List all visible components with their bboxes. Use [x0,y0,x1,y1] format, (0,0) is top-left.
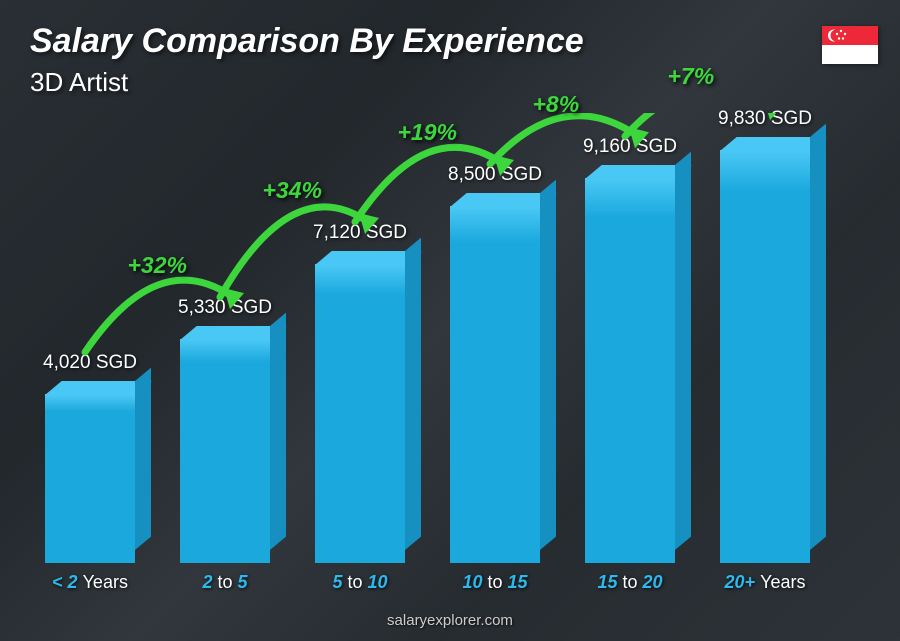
footer-attribution: salaryexplorer.com [0,612,900,629]
category-label: 15 to 20 [565,572,695,593]
header: Salary Comparison By Experience 3D Artis… [30,22,584,98]
bar [585,178,675,563]
bar [45,394,135,563]
bar [720,150,810,563]
value-label: 5,330 SGD [155,297,295,319]
category-label: 20+ Years [700,572,830,593]
value-label: 8,500 SGD [425,164,565,186]
percent-change-label: +32% [128,252,187,279]
bar [315,264,405,563]
bar [180,339,270,563]
bar [450,206,540,563]
percent-change-label: +19% [398,119,457,146]
value-label: 4,020 SGD [20,352,160,374]
percent-change-label: +8% [533,91,580,118]
category-label: < 2 Years [25,572,155,593]
value-label: 7,120 SGD [290,222,430,244]
value-label: 9,160 SGD [560,136,700,158]
category-label: 10 to 15 [430,572,560,593]
value-label: 9,830 SGD [695,108,835,130]
country-flag-icon [822,26,878,64]
percent-change-label: +34% [263,177,322,204]
bar-chart: 4,020 SGD< 2 Years5,330 SGD2 to 57,120 S… [30,113,850,593]
percent-change-label: +7% [668,63,715,90]
category-label: 2 to 5 [160,572,290,593]
chart-subtitle: 3D Artist [30,67,584,98]
chart-title: Salary Comparison By Experience [30,22,584,61]
category-label: 5 to 10 [295,572,425,593]
